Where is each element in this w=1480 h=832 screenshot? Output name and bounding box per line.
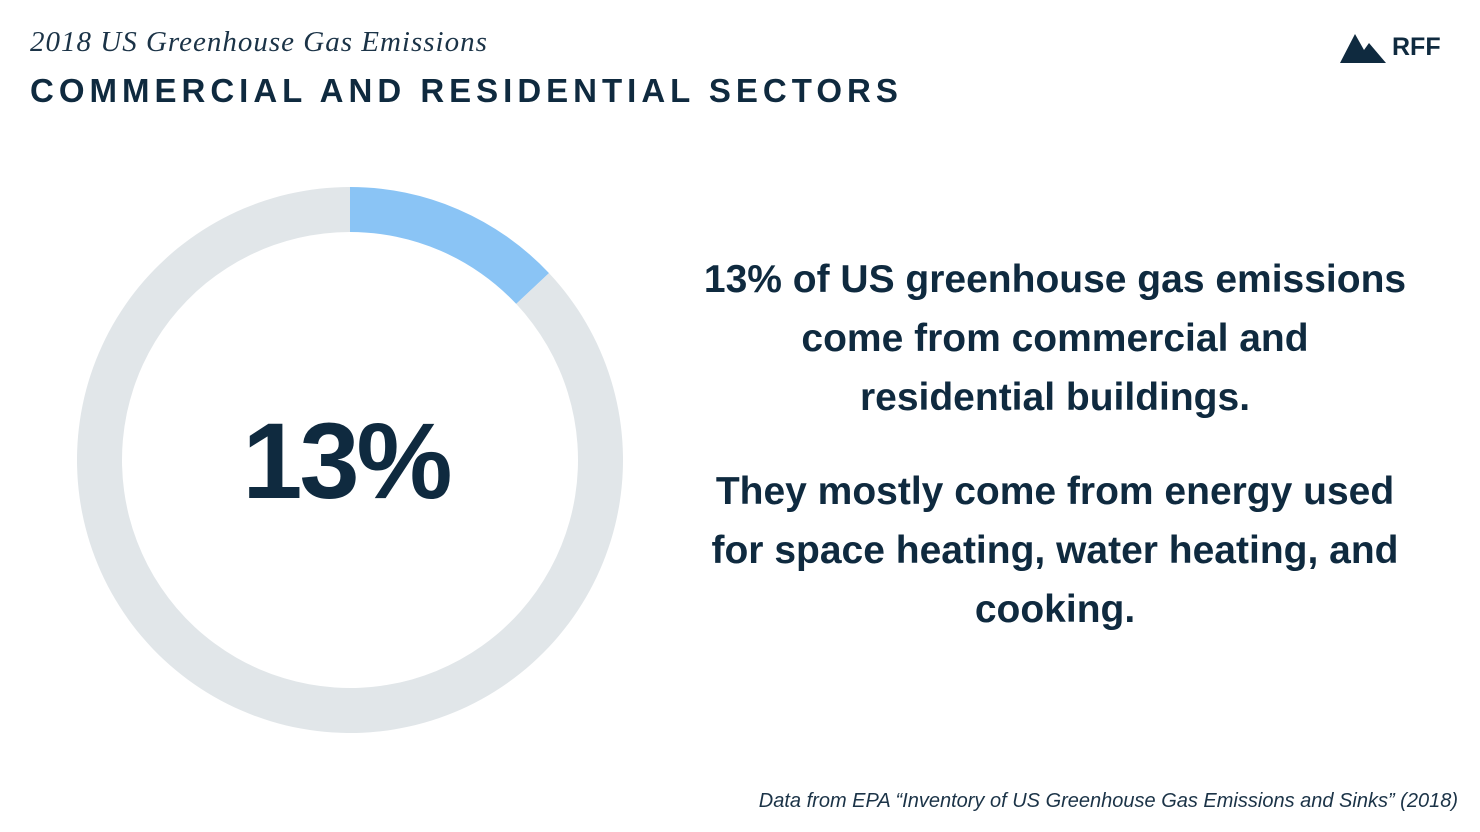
donut-chart: 13% (76, 186, 624, 734)
brand-logo: RFF (1340, 30, 1441, 64)
donut-slice-highlight (350, 187, 550, 304)
summary-paragraph: 13% of US greenhouse gas emissions come … (703, 258, 1407, 419)
page-title: COMMERCIAL AND RESIDENTIAL SECTORS (30, 72, 903, 109)
page-kicker: 2018 US Greenhouse Gas Emissions (30, 26, 488, 58)
mountain-icon (1340, 34, 1386, 63)
logo-text: RFF (1392, 32, 1441, 61)
source-note: Data from EPA “Inventory of US Greenhous… (758, 790, 1458, 812)
detail-paragraph: They mostly come from energy used for sp… (711, 470, 1399, 631)
donut-chart-svg (76, 187, 623, 734)
donut-center-label: 13% (242, 399, 452, 521)
